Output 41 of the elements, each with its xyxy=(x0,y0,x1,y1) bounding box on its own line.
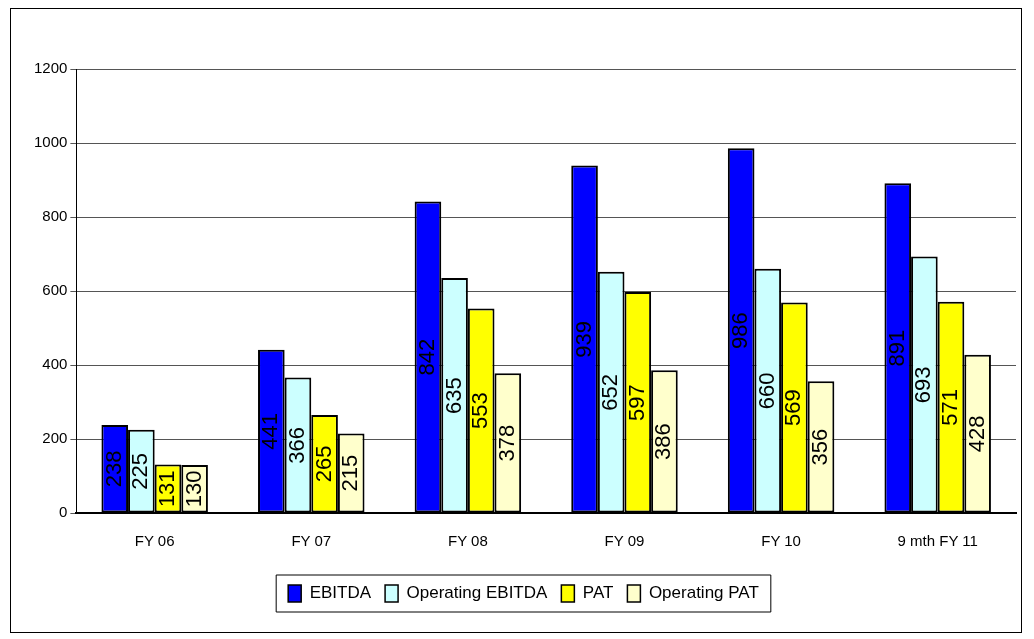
x-tick-label: FY 07 xyxy=(291,532,332,550)
y-tick-label: 0 xyxy=(59,503,68,521)
legend-label: PAT xyxy=(582,583,614,603)
y-tick-label: 200 xyxy=(42,429,68,447)
data-label: 986 xyxy=(727,312,753,349)
y-tick-label: 800 xyxy=(42,207,68,225)
data-label: 215 xyxy=(337,454,363,492)
data-label: 130 xyxy=(180,470,206,508)
data-label: 225 xyxy=(127,453,153,490)
x-tick-label: FY 06 xyxy=(134,532,175,550)
data-label: 553 xyxy=(467,392,493,430)
data-label: 386 xyxy=(650,423,676,460)
data-label: 428 xyxy=(963,415,989,453)
y-tick-label: 600 xyxy=(42,281,68,299)
x-tick-label: FY 08 xyxy=(448,532,488,550)
data-label: 891 xyxy=(883,329,909,367)
data-label: 238 xyxy=(100,450,126,488)
data-label: 265 xyxy=(310,445,336,483)
data-label: 356 xyxy=(807,428,833,466)
legend-label: Operating EBITDA xyxy=(406,583,549,603)
data-label: 366 xyxy=(284,426,310,464)
legend-label: EBITDA xyxy=(309,583,372,603)
x-tick-label: 9 mth FY 11 xyxy=(897,532,978,550)
data-label: 569 xyxy=(780,389,806,427)
x-tick-label: FY 10 xyxy=(761,532,801,550)
data-label: 441 xyxy=(257,413,283,450)
x-tick-label: FY 09 xyxy=(604,532,645,550)
data-label: 597 xyxy=(623,384,649,421)
data-label: 571 xyxy=(937,389,963,426)
data-label: 693 xyxy=(910,366,936,404)
legend-label: Operating PAT xyxy=(648,583,759,603)
data-label: 939 xyxy=(570,320,596,358)
data-label: 635 xyxy=(440,377,466,414)
data-label: 652 xyxy=(597,374,623,411)
data-label: 378 xyxy=(493,424,519,462)
data-label: 131 xyxy=(154,470,180,508)
y-tick-label: 400 xyxy=(42,355,68,373)
data-label: 842 xyxy=(414,338,440,376)
y-tick-label: 1000 xyxy=(33,133,68,151)
y-tick-label: 1200 xyxy=(33,59,68,77)
data-label: 660 xyxy=(753,372,779,410)
